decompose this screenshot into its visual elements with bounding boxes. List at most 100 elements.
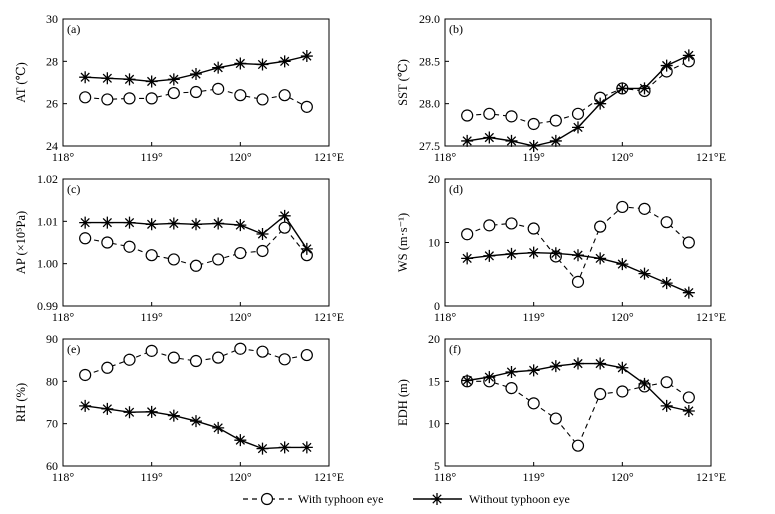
panel-e-frame (62, 338, 330, 467)
with-eye-point (256, 244, 269, 258)
without-eye-point (300, 50, 313, 63)
without-eye-point (505, 247, 518, 260)
legend-without-label: Without typhoon eye (469, 492, 570, 506)
y-tick-label: 27.5 (419, 139, 440, 153)
with-eye-point (571, 439, 585, 452)
with-eye-point (594, 387, 607, 401)
y-axis-label: WS (m·s⁻¹) (396, 213, 410, 272)
without-eye-point (101, 402, 114, 415)
y-tick-label: 29.0 (419, 12, 440, 26)
with-eye-point (682, 236, 695, 249)
with-eye-point (212, 351, 225, 364)
y-tick-label: 24 (46, 139, 58, 153)
with-eye-point (167, 86, 180, 100)
without-eye-point (549, 360, 562, 373)
y-tick-label: 28 (46, 54, 58, 68)
without-eye-point (682, 49, 695, 62)
x-tick-label: 118° (52, 150, 75, 164)
with-eye-point (145, 249, 158, 262)
series-with-eye-line (466, 206, 690, 283)
series-with-eye-line (85, 348, 307, 376)
without-eye-point (594, 357, 607, 370)
with-eye-point (145, 344, 158, 357)
x-tick-label: 121°E (696, 470, 726, 484)
without-eye-point (167, 409, 180, 422)
with-eye-point (461, 109, 474, 122)
series-with-eye-line (85, 226, 308, 267)
panel-d: 118° 119° 120° 121°E 0 10 20 WS (m·s⁻¹) (d) (396, 172, 726, 324)
without-eye-point (123, 406, 136, 419)
with-eye-point (256, 93, 269, 106)
with-eye-point (79, 368, 92, 382)
with-eye-point (527, 222, 540, 235)
with-eye-point (278, 221, 291, 234)
without-eye-point (483, 131, 496, 144)
x-tick-label: 121°E (314, 470, 344, 484)
y-tick-label: 30 (46, 12, 58, 26)
panel-c-frame (62, 178, 330, 307)
series-without-eye-line (467, 362, 689, 412)
with-eye-point (549, 412, 562, 425)
without-eye-point (616, 258, 629, 271)
legend: With typhoon eye Without typhoon eye (243, 492, 570, 506)
with-eye-point (167, 351, 180, 364)
x-tick-label: 118° (434, 310, 457, 324)
without-eye-point (483, 249, 496, 262)
without-eye-point (300, 441, 313, 454)
with-eye-point (616, 385, 629, 398)
y-tick-label: 1.02 (37, 172, 58, 186)
x-tick-label: 121°E (314, 310, 344, 324)
panel-label: (e) (67, 342, 80, 356)
x-tick-label: 119° (140, 150, 163, 164)
panel-label: (b) (449, 22, 463, 36)
without-eye-point (212, 61, 225, 74)
without-eye-point (572, 249, 584, 262)
y-axis-label: RH (%) (14, 383, 28, 422)
with-eye-point (616, 200, 629, 214)
with-eye-point (256, 345, 269, 358)
without-eye-point (594, 252, 607, 265)
with-eye-point (101, 236, 114, 249)
without-eye-point (549, 134, 562, 147)
without-eye-point (483, 371, 496, 384)
without-eye-point (505, 134, 518, 147)
series-with-eye-line (467, 380, 690, 447)
without-eye-point (572, 121, 584, 134)
without-eye-point (527, 140, 540, 152)
without-eye-point (167, 217, 180, 230)
x-tick-label: 121°E (314, 150, 344, 164)
y-tick-label: 1.01 (37, 214, 58, 228)
with-eye-point (123, 353, 136, 366)
panel-e: 118° 119° 120° 121°E 60 70 80 90 RH (%) (e) (14, 332, 344, 484)
without-eye-point (461, 134, 474, 147)
with-eye-point (682, 391, 695, 404)
without-eye-point (256, 58, 269, 71)
with-eye-point (527, 397, 540, 410)
without-eye-point (278, 209, 291, 222)
y-axis-label: EDH (m) (396, 379, 410, 426)
y-tick-label: 10 (428, 417, 440, 431)
y-axis-label: SST (℃) (396, 59, 410, 106)
with-eye-point (660, 376, 673, 389)
y-tick-label: 90 (46, 332, 58, 346)
without-eye-point (505, 366, 518, 379)
without-eye-point (527, 364, 540, 377)
with-eye-point (79, 232, 92, 245)
without-eye-point (616, 82, 629, 95)
y-tick-label: 5 (434, 459, 440, 473)
with-eye-point (167, 253, 180, 266)
with-eye-point (278, 353, 291, 366)
with-eye-point (300, 100, 313, 113)
panel-label: (a) (67, 22, 80, 36)
series-with-eye-line (467, 60, 690, 125)
without-eye-point (101, 72, 114, 85)
x-tick-label: 120° (229, 470, 252, 484)
with-eye-point (79, 91, 92, 104)
with-eye-point (461, 228, 474, 241)
with-eye-point (101, 361, 114, 374)
without-eye-point (79, 216, 92, 229)
y-tick-label: 0 (434, 299, 440, 313)
without-eye-point (145, 218, 158, 231)
with-eye-point (189, 85, 203, 99)
